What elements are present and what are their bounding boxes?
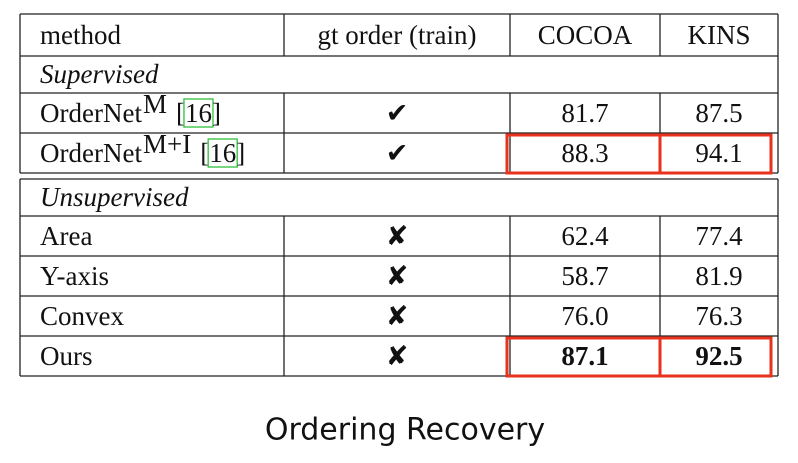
kins-value: 76.3 <box>695 301 742 331</box>
bracket: [ <box>176 98 185 128</box>
kins-value: 92.5 <box>695 341 742 371</box>
gt-mark: ✘ <box>386 301 409 331</box>
bracket: ] <box>236 138 245 168</box>
kins-value: 77.4 <box>695 221 743 251</box>
cocoa-value: 88.3 <box>561 138 608 168</box>
method: Ours <box>40 341 93 371</box>
citation-box <box>183 98 214 128</box>
section-title: Unsupervised <box>40 182 189 212</box>
gt-mark: ✔ <box>386 98 409 128</box>
highlight-box <box>505 336 773 378</box>
method: Convex <box>40 301 124 331</box>
bracket: ] <box>212 98 221 128</box>
gt-mark: ✘ <box>386 341 409 371</box>
cocoa-value: 87.1 <box>561 341 608 371</box>
method: OrderNet <box>40 138 142 168</box>
gt-mark: ✔ <box>386 138 409 168</box>
header-cell: gt order (train) <box>318 20 477 50</box>
header-cell: method <box>40 20 121 50</box>
kins-value: 81.9 <box>695 261 742 291</box>
section-title: Supervised <box>40 59 159 89</box>
citation-box <box>207 138 238 168</box>
method: OrderNet <box>40 98 142 128</box>
caption: Ordering Recovery <box>265 413 545 448</box>
cocoa-value: 76.0 <box>561 301 608 331</box>
superscript: M <box>143 89 167 119</box>
gt-mark: ✘ <box>386 221 409 251</box>
superscript: M+I <box>143 129 191 159</box>
kins-value: 94.1 <box>695 138 742 168</box>
citation: 16 <box>185 98 212 128</box>
header-cell: COCOA <box>538 20 633 50</box>
bracket: [ <box>200 138 209 168</box>
citation: 16 <box>209 138 236 168</box>
cocoa-value: 81.7 <box>561 98 608 128</box>
highlight-box <box>505 133 773 175</box>
gt-mark: ✘ <box>386 261 409 291</box>
header-cell: KINS <box>687 20 750 50</box>
method: Area <box>40 221 92 251</box>
kins-value: 87.5 <box>695 98 742 128</box>
method: Y-axis <box>40 261 109 291</box>
cocoa-value: 58.7 <box>561 261 608 291</box>
cocoa-value: 62.4 <box>561 221 609 251</box>
